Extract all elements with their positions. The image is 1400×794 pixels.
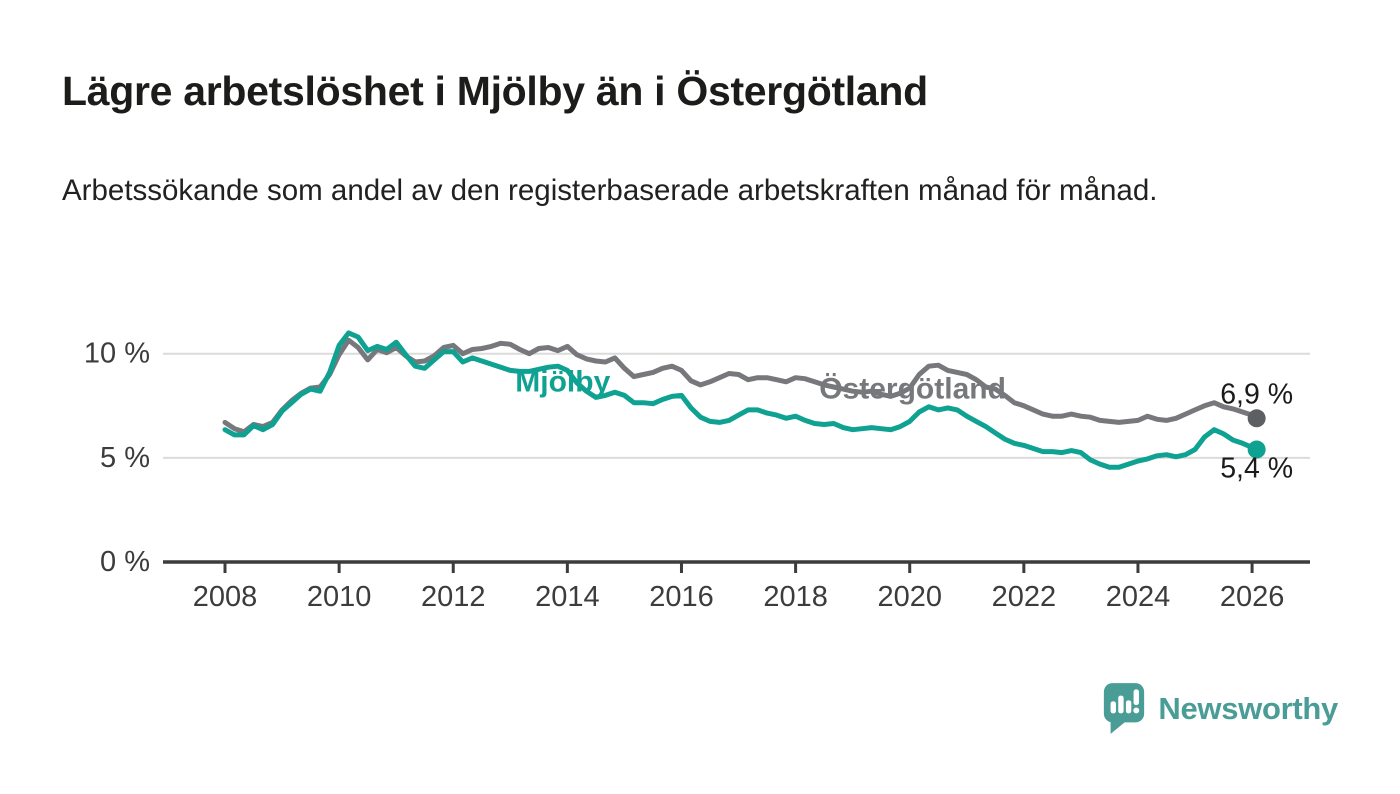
series-endpoint-dot-mjölby [1247,440,1266,459]
x-tick-label: 2008 [193,581,258,613]
y-tick-label: 10 % [84,338,150,370]
x-tick-label: 2018 [763,581,828,613]
newsworthy-logo: Newsworthy [1101,681,1338,737]
page-subtitle: Arbetssökande som andel av den registerb… [62,174,1158,207]
x-tick-label: 2026 [1220,581,1285,613]
newsworthy-logo-text: Newsworthy [1158,691,1338,726]
x-tick-label: 2012 [421,581,486,613]
series-line-mjölby [222,330,1260,470]
x-tick-label: 2016 [649,581,714,613]
series-label-östergötland: Östergötland [819,373,1006,406]
page-title: Lägre arbetslöshet i Mjölby än i Östergö… [62,68,928,114]
y-tick-label: 0 % [100,546,150,578]
x-tick-label: 2022 [992,581,1057,613]
x-tick-label: 2010 [307,581,372,613]
series-label-mjölby: Mjölby [515,366,610,399]
x-tick-label: 2024 [1106,581,1171,613]
series-line-östergötland [222,337,1260,435]
series-end-value-label-östergötland: 6,9 % [1220,378,1293,410]
bar-chart-speech-bubble-icon [1104,683,1145,734]
series-end-value-label-mjölby: 5,4 % [1220,453,1293,485]
y-tick-label: 5 % [100,442,150,474]
x-tick-label: 2020 [877,581,942,613]
series-endpoint-dot-östergötland [1247,409,1266,428]
x-tick-label: 2014 [535,581,600,613]
